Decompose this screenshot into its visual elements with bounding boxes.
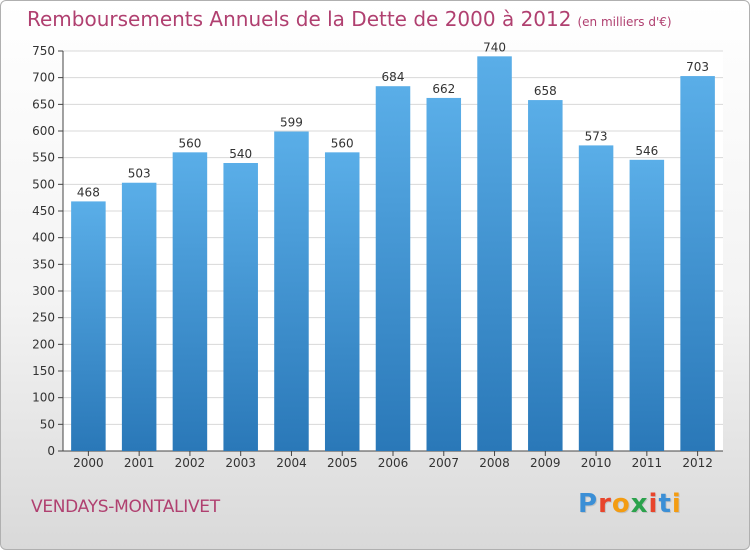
data-label: 546 (635, 144, 658, 158)
x-tick-label: 2009 (530, 456, 561, 470)
logo-letter: t (658, 489, 672, 519)
bar (274, 131, 309, 452)
y-tick-label: 100 (32, 391, 55, 405)
x-tick-label: 2004 (276, 456, 307, 470)
bar (426, 97, 462, 451)
data-label: 599 (280, 116, 303, 130)
logo-letter: x (630, 489, 649, 519)
bar (578, 145, 614, 451)
commune-name: VENDAYS-MONTALIVET (31, 497, 220, 517)
x-tick-label: 2007 (428, 456, 459, 470)
logo-letter: P (578, 489, 599, 519)
y-tick-label: 200 (32, 337, 55, 351)
bar (528, 100, 563, 452)
x-tick-label: 2005 (327, 456, 358, 470)
bar (71, 201, 106, 451)
data-label: 468 (77, 185, 100, 199)
logo-letter: i (671, 489, 682, 519)
x-tick-label: 2002 (175, 456, 206, 470)
bar (172, 152, 208, 452)
bar (680, 76, 715, 452)
x-tick-label: 2010 (581, 456, 612, 470)
y-tick-label: 650 (32, 97, 55, 111)
bar (223, 163, 258, 451)
x-tick-label: 2008 (479, 456, 510, 470)
chart-subtitle: (en milliers d'€) (577, 15, 672, 29)
y-tick-label: 50 (40, 417, 55, 431)
chart-title-text: Remboursements Annuels de la Dette de 20… (27, 7, 572, 31)
bar (324, 152, 360, 452)
data-label: 540 (229, 147, 252, 161)
data-label: 560 (178, 136, 201, 150)
proxiti-logo: Proxiti (578, 489, 682, 519)
data-label: 662 (432, 82, 455, 96)
data-label: 703 (686, 60, 709, 74)
data-label: 503 (128, 167, 151, 181)
y-tick-label: 0 (47, 444, 55, 458)
bar (121, 182, 157, 451)
y-tick-label: 500 (32, 177, 55, 191)
x-tick-label: 2001 (124, 456, 155, 470)
data-label: 573 (585, 129, 608, 143)
x-tick-label: 2006 (378, 456, 409, 470)
data-label: 560 (331, 136, 354, 150)
bar (375, 86, 411, 451)
y-tick-label: 600 (32, 124, 55, 138)
y-tick-label: 150 (32, 364, 55, 378)
x-tick-label: 2000 (73, 456, 104, 470)
y-tick-label: 750 (32, 44, 55, 58)
x-tick-label: 2011 (632, 456, 663, 470)
data-label: 658 (534, 84, 557, 98)
logo-letter: i (648, 489, 659, 519)
y-tick-label: 400 (32, 231, 55, 245)
y-tick-label: 700 (32, 71, 55, 85)
logo-letter: o (611, 489, 631, 519)
data-label: 740 (483, 40, 506, 54)
chart-title: Remboursements Annuels de la Dette de 20… (27, 7, 672, 31)
bar (477, 56, 512, 451)
x-tick-label: 2003 (225, 456, 256, 470)
y-tick-label: 450 (32, 204, 55, 218)
y-tick-label: 250 (32, 311, 55, 325)
logo-letter: r (598, 489, 612, 519)
x-tick-label: 2012 (682, 456, 713, 470)
data-label: 684 (382, 70, 405, 84)
bar (629, 159, 665, 452)
y-tick-label: 350 (32, 257, 55, 271)
y-tick-label: 550 (32, 151, 55, 165)
y-tick-label: 300 (32, 284, 55, 298)
